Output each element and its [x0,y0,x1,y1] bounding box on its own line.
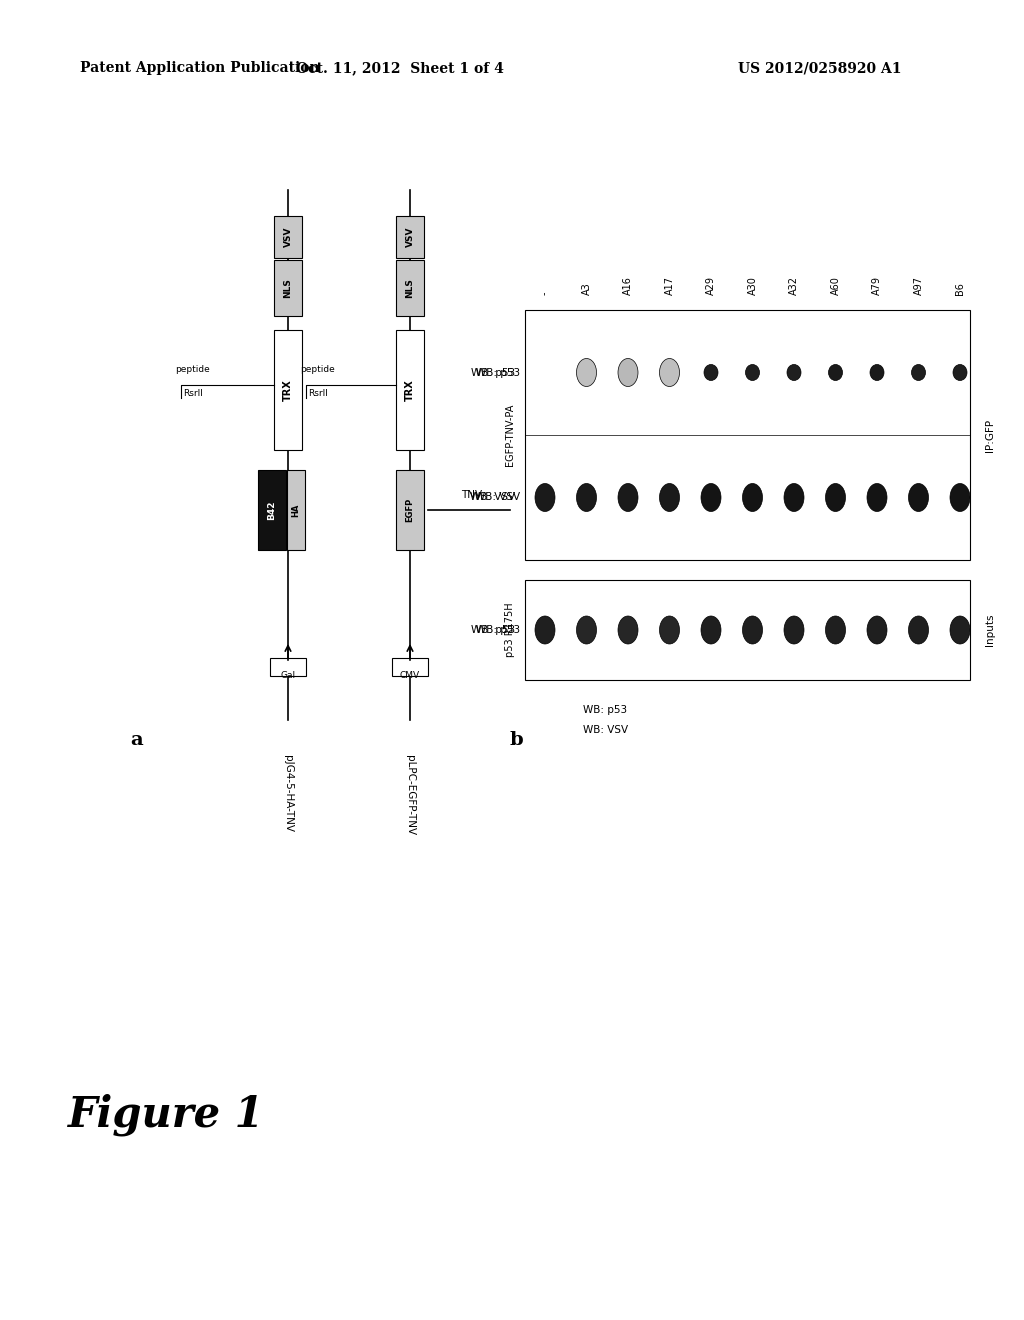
Ellipse shape [618,359,638,387]
Ellipse shape [577,616,597,644]
Text: B6: B6 [955,282,965,294]
Text: peptide: peptide [300,366,335,375]
Text: WB: p53: WB: p53 [471,367,515,378]
Text: TRX: TRX [283,379,293,401]
Text: NLS: NLS [284,279,293,298]
Bar [525,579,970,680]
Ellipse shape [659,483,680,511]
Text: A32: A32 [790,276,799,294]
Text: B42: B42 [267,500,276,520]
Text: TRX: TRX [406,379,415,401]
Ellipse shape [867,616,887,644]
Text: WB: VSV: WB: VSV [470,492,515,503]
Bar [270,657,306,676]
Ellipse shape [742,483,763,511]
Text: WB: p53: WB: p53 [476,367,520,378]
Ellipse shape [870,364,884,380]
Text: A3: A3 [582,282,592,294]
Text: Gal: Gal [281,672,296,681]
Text: Oct. 11, 2012  Sheet 1 of 4: Oct. 11, 2012 Sheet 1 of 4 [296,61,504,75]
Ellipse shape [618,483,638,511]
Bar [396,216,424,257]
Text: WB: p53: WB: p53 [476,624,520,635]
Ellipse shape [618,616,638,644]
Text: EGFP-TNV-PA: EGFP-TNV-PA [505,404,515,466]
Ellipse shape [787,364,801,380]
Text: EGFP: EGFP [406,498,415,523]
Bar [396,260,424,315]
Text: VSV: VSV [406,227,415,247]
Text: WB: p53: WB: p53 [471,624,515,635]
Bar [392,657,428,676]
Text: CMV: CMV [400,672,420,681]
Ellipse shape [911,364,926,380]
Bar [525,310,970,560]
Text: A60: A60 [830,276,841,294]
Text: US 2012/0258920 A1: US 2012/0258920 A1 [738,61,902,75]
Text: IP:GFP: IP:GFP [985,418,995,451]
Text: VSV: VSV [284,227,293,247]
Text: WB: VSV: WB: VSV [475,492,520,503]
Ellipse shape [659,616,680,644]
Ellipse shape [908,616,929,644]
Ellipse shape [784,616,804,644]
Ellipse shape [535,483,555,511]
Bar [274,216,302,257]
Ellipse shape [577,483,597,511]
Ellipse shape [577,359,597,387]
Ellipse shape [535,616,555,644]
Text: WB: p53: WB: p53 [583,705,627,715]
Text: b: b [510,731,523,748]
Text: HA: HA [292,503,300,516]
Text: A79: A79 [872,276,882,294]
Bar [287,470,305,550]
Text: Patent Application Publication: Patent Application Publication [80,61,319,75]
Ellipse shape [950,616,970,644]
Text: p53 R175H: p53 R175H [505,603,515,657]
Text: A16: A16 [623,276,633,294]
Text: NLS: NLS [406,279,415,298]
Text: TNV: TNV [462,490,482,500]
Ellipse shape [701,483,721,511]
Ellipse shape [953,364,967,380]
Text: -: - [540,292,550,294]
Ellipse shape [825,483,846,511]
Text: A97: A97 [913,276,924,294]
Text: peptide: peptide [175,366,210,375]
Text: A17: A17 [665,276,675,294]
Ellipse shape [659,359,680,387]
Text: A29: A29 [706,276,716,294]
Text: a: a [130,731,142,748]
Bar [258,470,286,550]
Text: A30: A30 [748,276,758,294]
Bar [274,330,302,450]
Bar [274,260,302,315]
Bar [396,330,424,450]
Ellipse shape [867,483,887,511]
Ellipse shape [701,616,721,644]
Ellipse shape [908,483,929,511]
Bar [396,470,424,550]
Ellipse shape [705,364,718,380]
Ellipse shape [784,483,804,511]
Ellipse shape [950,483,970,511]
Text: RsrII: RsrII [183,388,203,397]
Ellipse shape [828,364,843,380]
Ellipse shape [745,364,760,380]
Text: Figure 1: Figure 1 [68,1094,264,1137]
Text: Inputs: Inputs [985,614,995,647]
Text: RsrII: RsrII [308,388,328,397]
Ellipse shape [742,616,763,644]
Text: WB: VSV: WB: VSV [583,725,628,735]
Text: pJG4-5-HA-TNV: pJG4-5-HA-TNV [283,755,293,832]
Ellipse shape [825,616,846,644]
Text: pLPC-EGFP-TNV: pLPC-EGFP-TNV [406,755,415,836]
